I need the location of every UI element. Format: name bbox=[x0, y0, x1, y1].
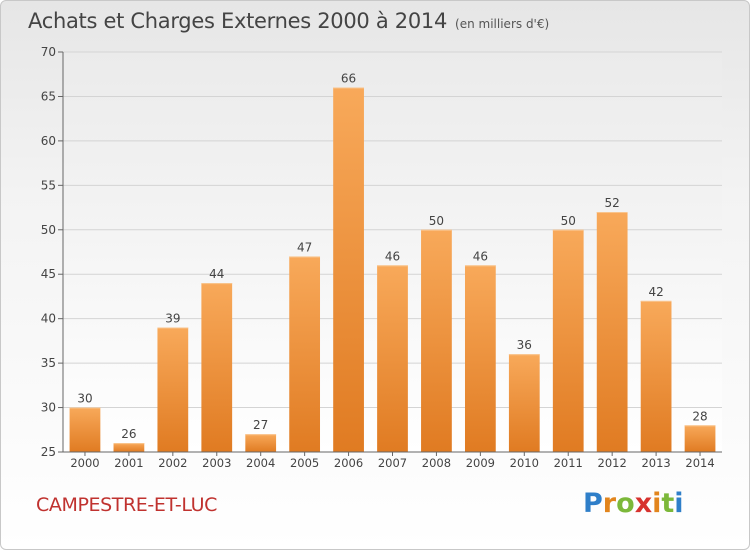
logo-letter: t bbox=[661, 488, 675, 519]
value-label: 46 bbox=[385, 249, 400, 263]
value-label: 50 bbox=[561, 214, 576, 228]
chart-title: Achats et Charges Externes 2000 à 2014 (e… bbox=[28, 9, 549, 33]
chart-title-text: Achats et Charges Externes 2000 à 2014 bbox=[28, 9, 448, 33]
value-label: 44 bbox=[209, 267, 224, 281]
chart-subtitle: (en milliers d'€) bbox=[455, 17, 550, 31]
bar bbox=[640, 300, 672, 452]
bars bbox=[69, 87, 716, 453]
y-tick-label: 65 bbox=[41, 89, 56, 103]
y-tick-label: 35 bbox=[41, 356, 56, 370]
value-label: 66 bbox=[341, 72, 356, 86]
bar bbox=[289, 256, 321, 452]
y-tick-label: 25 bbox=[41, 445, 56, 459]
logo-letter: o bbox=[616, 488, 635, 519]
x-tick-label: 2006 bbox=[334, 456, 363, 470]
value-label: 39 bbox=[165, 312, 180, 326]
bar bbox=[421, 229, 452, 452]
x-axis-ticks: 2000 2001 2002 2003 2004 2005 2006 2007 2008 2009… bbox=[70, 452, 715, 470]
x-tick-label: 2004 bbox=[246, 456, 275, 470]
bar bbox=[333, 87, 364, 453]
logo-letter: x bbox=[634, 488, 653, 519]
value-label: 47 bbox=[297, 240, 312, 254]
bar bbox=[464, 265, 496, 452]
value-label: 36 bbox=[517, 338, 532, 352]
logo-letter: i bbox=[674, 488, 684, 519]
logo-letter: i bbox=[652, 488, 662, 519]
bar bbox=[69, 407, 101, 452]
x-tick-label: 2009 bbox=[466, 456, 495, 470]
commune-name: CAMPESTRE-ET-LUC bbox=[36, 494, 217, 516]
x-tick-label: 2010 bbox=[510, 456, 539, 470]
value-label: 52 bbox=[605, 196, 620, 210]
x-tick-label: 2001 bbox=[114, 456, 143, 470]
y-axis-ticks: 25 30 35 40 45 50 55 60 65 70 bbox=[41, 45, 63, 459]
x-tick-label: 2014 bbox=[685, 456, 714, 470]
x-tick-label: 2000 bbox=[70, 456, 99, 470]
x-tick-label: 2011 bbox=[554, 456, 583, 470]
y-tick-label: 30 bbox=[41, 401, 56, 415]
y-tick-label: 40 bbox=[41, 312, 56, 326]
y-tick-label: 70 bbox=[41, 45, 56, 59]
x-tick-label: 2008 bbox=[422, 456, 451, 470]
bar bbox=[377, 265, 408, 452]
value-label: 28 bbox=[692, 409, 707, 423]
value-labels: 30 26 39 44 27 47 66 46 50 46 36 50 52 42 28 bbox=[77, 72, 707, 442]
y-tick-label: 45 bbox=[41, 267, 56, 281]
bar bbox=[596, 212, 628, 452]
y-tick-label: 60 bbox=[41, 134, 56, 148]
value-label: 30 bbox=[77, 392, 92, 406]
bar bbox=[552, 229, 584, 452]
x-tick-label: 2003 bbox=[202, 456, 231, 470]
logo-letter: r bbox=[602, 488, 617, 519]
bar bbox=[684, 425, 716, 452]
value-label: 50 bbox=[429, 214, 444, 228]
value-label: 46 bbox=[473, 249, 488, 263]
y-tick-label: 50 bbox=[41, 223, 56, 237]
y-tick-label: 55 bbox=[41, 178, 56, 192]
x-tick-label: 2002 bbox=[158, 456, 187, 470]
bar bbox=[201, 283, 233, 452]
proxiti-logo: Proxiti bbox=[583, 488, 684, 519]
logo-letter: P bbox=[583, 488, 603, 519]
bar bbox=[245, 434, 277, 452]
value-label: 42 bbox=[648, 285, 663, 299]
value-label: 26 bbox=[121, 427, 136, 441]
x-tick-label: 2013 bbox=[641, 456, 670, 470]
bar bbox=[157, 327, 189, 452]
x-tick-label: 2007 bbox=[378, 456, 407, 470]
x-tick-label: 2012 bbox=[598, 456, 627, 470]
x-tick-label: 2005 bbox=[290, 456, 319, 470]
bar bbox=[508, 354, 540, 452]
value-label: 27 bbox=[253, 418, 268, 432]
bar bbox=[113, 443, 145, 452]
